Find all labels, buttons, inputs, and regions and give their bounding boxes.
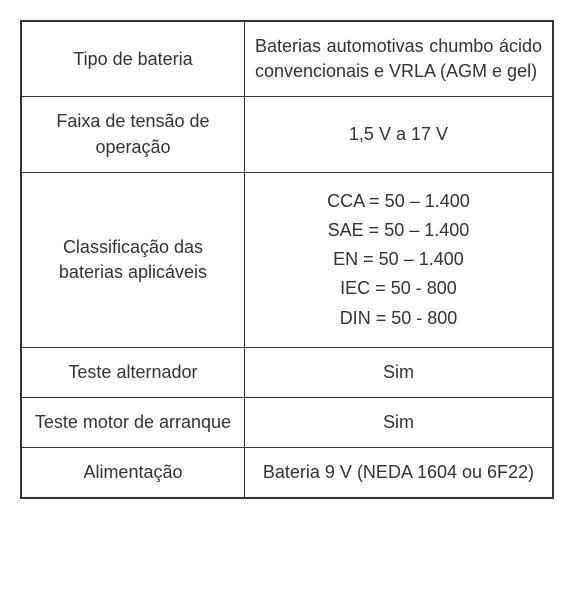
row-label-alternator-test: Teste alternador [21, 347, 244, 397]
row-value-starter-test: Sim [244, 397, 553, 447]
rating-line-iec: IEC = 50 - 800 [255, 276, 542, 301]
table-row: Classificação das baterias aplicáveis CC… [21, 172, 553, 347]
table-row: Teste alternador Sim [21, 347, 553, 397]
spec-table: Tipo de bateria Baterias automotivas chu… [20, 20, 554, 499]
row-value-power-supply: Bateria 9 V (NEDA 1604 ou 6F22) [244, 448, 553, 499]
row-value-voltage-range: 1,5 V a 17 V [244, 97, 553, 172]
spec-table-container: Tipo de bateria Baterias automotivas chu… [20, 20, 554, 499]
row-value-battery-type: Baterias automotivas chumbo ácido conven… [244, 21, 553, 97]
table-row: Alimentação Bateria 9 V (NEDA 1604 ou 6F… [21, 448, 553, 499]
row-label-starter-test: Teste motor de arranque [21, 397, 244, 447]
row-label-power-supply: Alimentação [21, 448, 244, 499]
table-row: Teste motor de arranque Sim [21, 397, 553, 447]
table-row: Faixa de tensão de operação 1,5 V a 17 V [21, 97, 553, 172]
rating-line-sae: SAE = 50 – 1.400 [255, 218, 542, 243]
rating-line-din: DIN = 50 - 800 [255, 306, 542, 331]
row-label-voltage-range: Faixa de tensão de operação [21, 97, 244, 172]
row-value-battery-rating: CCA = 50 – 1.400 SAE = 50 – 1.400 EN = 5… [244, 172, 553, 347]
table-row: Tipo de bateria Baterias automotivas chu… [21, 21, 553, 97]
row-value-alternator-test: Sim [244, 347, 553, 397]
rating-line-cca: CCA = 50 – 1.400 [255, 189, 542, 214]
rating-line-en: EN = 50 – 1.400 [255, 247, 542, 272]
row-label-battery-rating: Classificação das baterias aplicáveis [21, 172, 244, 347]
row-label-battery-type: Tipo de bateria [21, 21, 244, 97]
